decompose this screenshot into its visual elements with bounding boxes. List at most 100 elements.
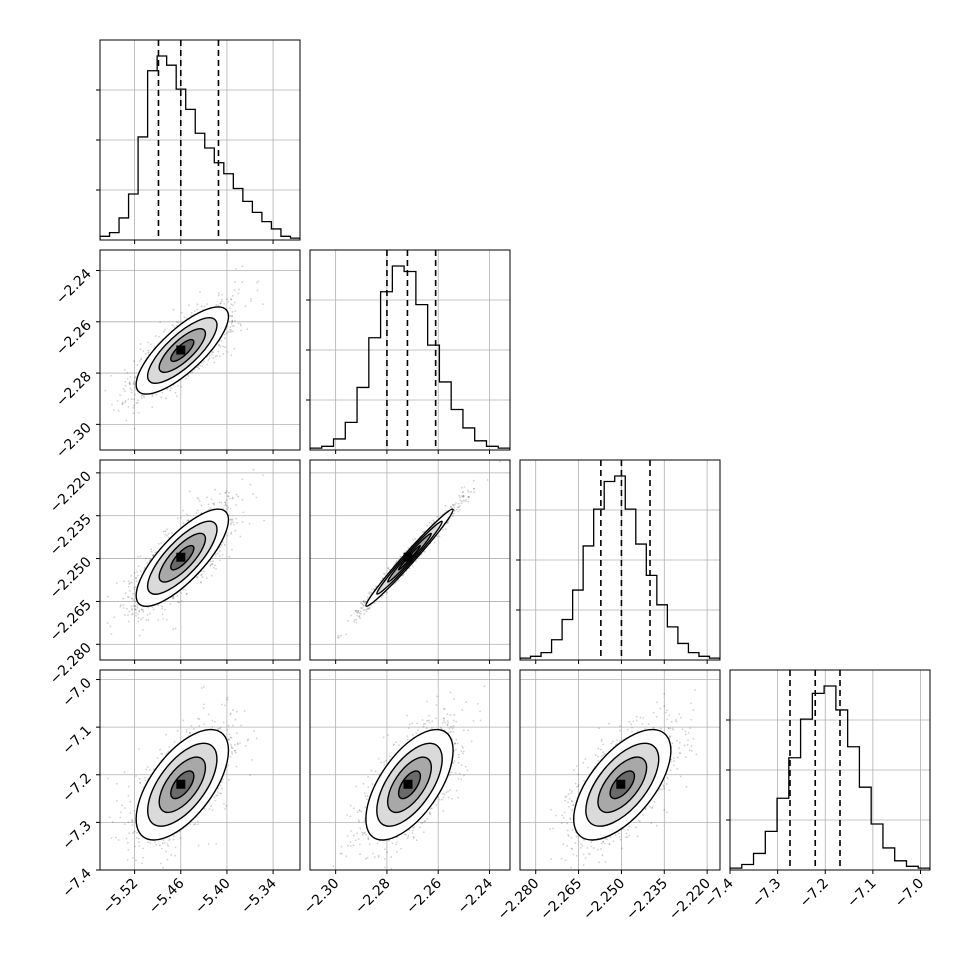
sample-point xyxy=(232,724,234,727)
sample-point xyxy=(140,608,143,611)
sample-point xyxy=(190,311,193,314)
sample-point xyxy=(359,617,361,620)
sample-point xyxy=(457,506,460,508)
sample-point xyxy=(155,843,158,846)
sample-point xyxy=(230,533,233,535)
sample-point xyxy=(467,491,470,494)
sample-point xyxy=(206,496,208,499)
sample-point xyxy=(201,576,204,579)
sample-point xyxy=(399,556,402,559)
sample-point xyxy=(415,560,417,563)
sample-point xyxy=(202,570,205,573)
sample-point xyxy=(169,387,172,389)
sample-point xyxy=(337,634,339,637)
sample-point xyxy=(372,587,375,590)
sample-point xyxy=(130,389,133,391)
sample-point xyxy=(200,580,202,583)
sample-point xyxy=(244,744,247,747)
sample-point xyxy=(455,502,457,504)
sample-point xyxy=(115,782,118,785)
sample-point xyxy=(444,504,447,507)
sample-point xyxy=(216,355,218,357)
sample-point xyxy=(224,337,226,340)
sample-point xyxy=(162,330,165,333)
sample-point xyxy=(368,607,371,610)
sample-point xyxy=(226,534,229,537)
sample-point xyxy=(144,557,147,560)
sample-point xyxy=(231,747,234,750)
sample-point xyxy=(112,409,115,411)
sample-point xyxy=(236,521,238,524)
sample-point xyxy=(134,605,137,608)
sample-point xyxy=(166,858,169,861)
sample-point xyxy=(215,304,218,306)
sample-point xyxy=(458,505,461,508)
sample-point xyxy=(356,614,359,617)
sample-point xyxy=(347,619,349,622)
sample-point xyxy=(174,846,177,849)
sample-point xyxy=(450,506,453,508)
sample-point xyxy=(124,384,127,387)
sample-point xyxy=(210,353,213,356)
sample-point xyxy=(161,607,164,610)
sample-point xyxy=(432,519,435,522)
sample-point xyxy=(428,521,431,524)
sample-point xyxy=(161,752,164,755)
sample-point xyxy=(133,586,136,589)
sample-point xyxy=(250,297,253,300)
sample-point xyxy=(255,737,258,740)
sample-point xyxy=(130,574,133,577)
sample-point xyxy=(136,401,139,404)
sample-point xyxy=(361,607,364,609)
sample-point xyxy=(361,603,364,606)
sample-point xyxy=(219,302,222,305)
sample-point xyxy=(142,610,145,613)
sample-point xyxy=(358,612,361,614)
sample-point xyxy=(172,597,175,600)
density-layer xyxy=(104,265,264,430)
sample-point xyxy=(208,354,211,357)
sample-point xyxy=(447,521,450,524)
density-peak xyxy=(176,345,186,355)
sample-point xyxy=(131,612,134,615)
sample-point xyxy=(176,321,178,323)
sample-point xyxy=(350,614,353,617)
sample-point xyxy=(137,613,140,616)
sample-point xyxy=(217,344,220,346)
sample-point xyxy=(116,400,119,402)
sample-point xyxy=(362,605,365,607)
sample-point xyxy=(171,597,174,600)
sample-point xyxy=(224,333,226,336)
sample-point xyxy=(151,395,154,398)
sample-point xyxy=(136,570,138,573)
sample-point xyxy=(150,548,153,551)
sample-point xyxy=(231,518,234,521)
sample-point xyxy=(230,354,233,357)
sample-point xyxy=(132,605,135,607)
sample-point xyxy=(235,493,238,496)
sample-point xyxy=(123,390,126,393)
sample-point xyxy=(367,596,369,599)
sample-point xyxy=(123,771,126,774)
sample-point xyxy=(128,381,131,384)
sample-point xyxy=(373,602,376,605)
sample-point xyxy=(109,625,112,628)
sample-point xyxy=(231,752,234,755)
sample-point xyxy=(161,391,164,394)
sample-point xyxy=(198,500,201,503)
histogram-0 xyxy=(100,55,300,240)
sample-point xyxy=(148,612,151,615)
sample-point xyxy=(237,292,240,295)
sample-point xyxy=(172,835,175,838)
sample-point xyxy=(220,544,223,547)
sample-point xyxy=(188,304,190,307)
sample-point xyxy=(215,567,217,570)
sample-point xyxy=(140,618,143,621)
sample-point xyxy=(262,303,264,305)
sample-point xyxy=(230,322,233,325)
sample-point xyxy=(218,344,221,347)
sample-point xyxy=(386,591,388,594)
sample-point xyxy=(458,508,461,511)
sample-point xyxy=(128,610,131,613)
